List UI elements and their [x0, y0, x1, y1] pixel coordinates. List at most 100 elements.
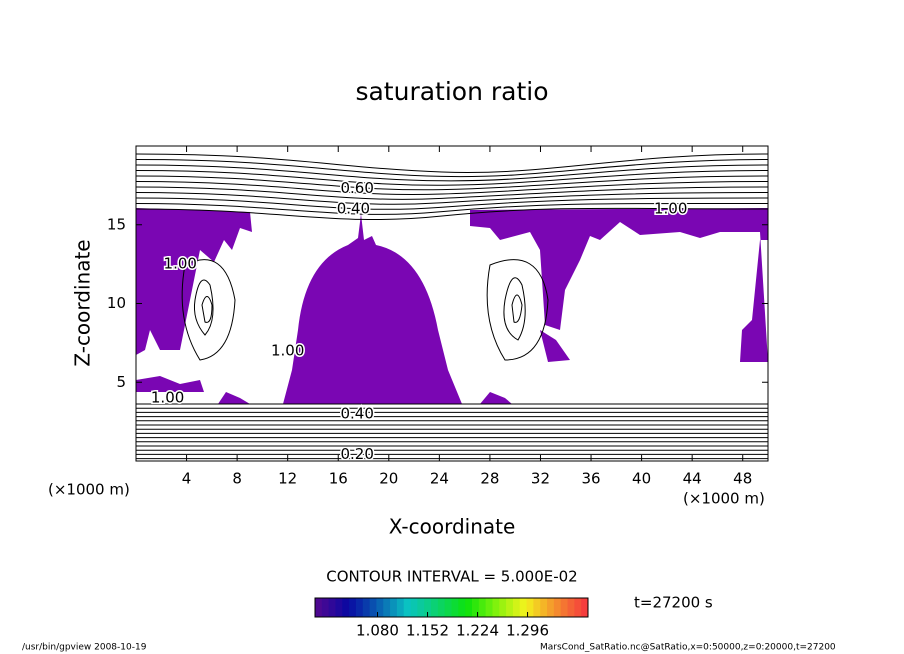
colorbar-cell	[383, 598, 391, 617]
colorbar-cell	[444, 598, 452, 617]
fill-region	[283, 214, 462, 404]
x-tick-label: 40	[632, 470, 651, 488]
contour-label: 0.40	[340, 404, 373, 422]
footer-right: MarsCond_SatRatio.nc@SatRatio,x=0:50000,…	[540, 643, 836, 653]
fill-region	[136, 208, 252, 355]
y-axis-label: Z-coordinate	[71, 239, 95, 366]
contour-line	[135, 175, 769, 191]
colorbar-cell	[315, 598, 323, 617]
time-label: t=27200 s	[634, 594, 713, 612]
x-tick-label: 16	[329, 470, 348, 488]
fill-region	[540, 330, 570, 362]
colorbar-cell	[553, 598, 562, 617]
x-axis-label: X-coordinate	[389, 515, 516, 539]
colorbar-cell	[424, 598, 432, 617]
colorbar-cell	[328, 598, 336, 617]
colorbar-cell	[519, 598, 528, 617]
colorbar-cell	[581, 598, 589, 617]
x-tick-label: 20	[379, 470, 398, 488]
contour-line	[135, 186, 769, 200]
contour-line	[135, 170, 769, 186]
contour-label: 1.00	[271, 341, 304, 359]
colorbar-cell	[349, 598, 357, 617]
colorbar-cell	[437, 598, 446, 617]
fill-region	[480, 392, 512, 404]
colorbar-tick-label: 1.152	[406, 622, 449, 640]
contour-interval: CONTOUR INTERVAL = 5.000E-02	[326, 568, 577, 586]
colorbar-cell	[369, 598, 377, 617]
contour-line	[503, 277, 526, 341]
contour-line	[135, 197, 769, 210]
x-unit: (×1000 m)	[48, 481, 130, 499]
x-tick-label: 24	[430, 470, 449, 488]
colorbar-cell	[342, 598, 350, 617]
x-tick-label: 36	[581, 470, 600, 488]
colorbar-tick-label: 1.296	[506, 622, 549, 640]
colorbar-cell	[478, 598, 487, 617]
footer-left: /usr/bin/gpview 2008-10-19	[22, 643, 147, 653]
colorbar-cell	[390, 598, 398, 617]
contour-label: 1.00	[164, 255, 197, 273]
contour-line	[511, 294, 523, 323]
fill-region	[470, 208, 768, 362]
x-tick-label: 8	[232, 470, 242, 488]
contour-line	[194, 279, 214, 336]
colorbar-cell	[533, 598, 541, 617]
colorbar-cell	[512, 598, 521, 617]
contour-line	[135, 153, 769, 173]
contour-line	[135, 164, 769, 182]
colorbar-cell	[396, 598, 405, 617]
contour-line	[135, 202, 769, 215]
y-unit: (×1000 m)	[683, 490, 765, 508]
colorbar-tick-label: 1.080	[356, 622, 399, 640]
x-tick-label: 4	[182, 470, 192, 488]
colorbar-cell	[451, 598, 459, 617]
colorbar-cell	[499, 598, 507, 617]
axes	[135, 145, 769, 462]
colorbar-cell	[410, 598, 418, 617]
colorbar-cell	[567, 598, 575, 617]
colorbar-cell	[574, 598, 582, 617]
colorbar-cell	[376, 598, 384, 617]
fill-region	[218, 392, 250, 404]
contour-line	[181, 259, 236, 361]
colorbar-cell	[335, 598, 343, 617]
fill-region	[136, 376, 204, 392]
x-tick-label: 12	[278, 470, 297, 488]
x-tick-label: 28	[480, 470, 499, 488]
contour-line	[135, 192, 769, 205]
contour-label: 1.00	[654, 200, 687, 218]
contour-line	[486, 259, 549, 361]
colorbar-cell	[321, 598, 330, 617]
y-tick-label: 5	[116, 373, 126, 391]
contour-label: 1.00	[151, 389, 184, 407]
colorbar-cell	[362, 598, 371, 617]
y-tick-label: 10	[107, 294, 126, 312]
colorbar-cell	[355, 598, 364, 617]
colorbar-cell	[560, 598, 569, 617]
supersaturated-regions	[136, 208, 768, 404]
x-tick-label: 48	[733, 470, 752, 488]
contour-line	[135, 207, 769, 221]
colorbar-tick-label: 1.224	[456, 622, 499, 640]
colorbar-cell	[547, 598, 555, 617]
colorbar-frame	[314, 597, 589, 618]
colorbar-cell	[417, 598, 425, 617]
colorbar-cell	[465, 598, 473, 617]
contour-label: 0.60	[340, 179, 373, 197]
colorbar-cell	[485, 598, 493, 617]
contour-lines	[135, 153, 769, 460]
colorbar-cell	[526, 598, 534, 617]
colorbar-cell	[471, 598, 480, 617]
colorbar-cell	[431, 598, 439, 617]
colorbar-cell	[403, 598, 412, 617]
contour-label: 0.20	[340, 445, 373, 463]
x-tick-label: 44	[683, 470, 702, 488]
y-tick-label: 15	[107, 215, 126, 233]
contour-label: 0.40	[337, 200, 370, 218]
contour-line	[135, 181, 769, 195]
colorbar-cell	[540, 598, 548, 617]
colorbar-cell	[506, 598, 514, 617]
colorbar-cell	[458, 598, 466, 617]
